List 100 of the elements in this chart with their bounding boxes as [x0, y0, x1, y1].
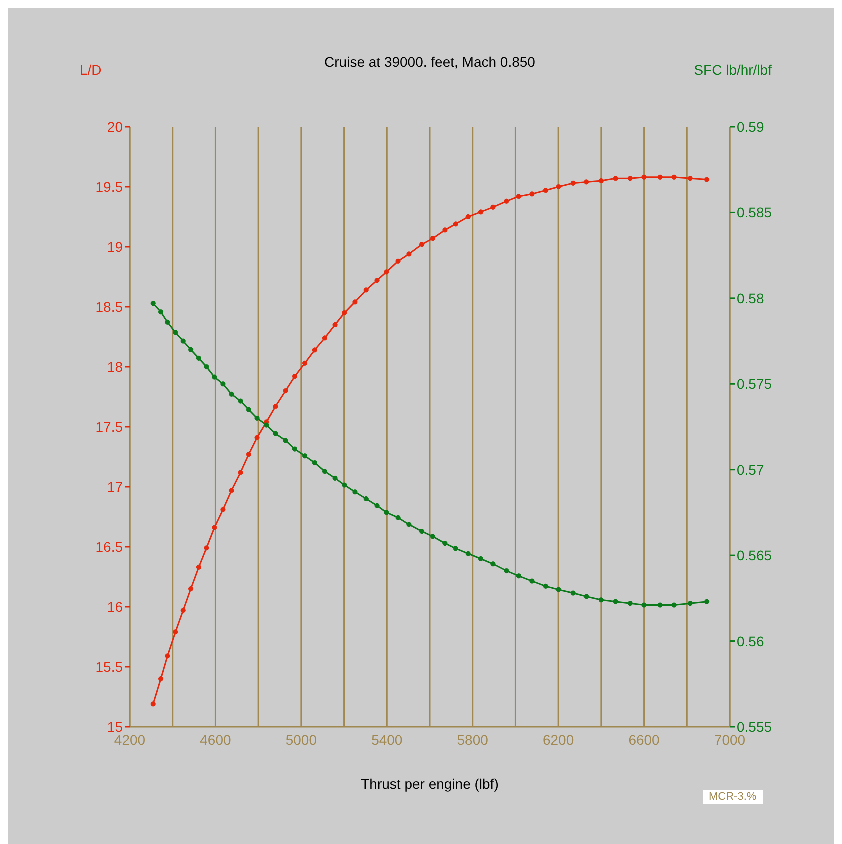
point	[150, 702, 156, 707]
y2-tick-label: 0.585	[737, 204, 772, 221]
point	[642, 174, 647, 180]
y2-axis-title: SFC lb/hr/lbf	[694, 62, 772, 78]
point	[204, 364, 210, 370]
point	[406, 252, 412, 257]
point	[238, 470, 244, 476]
y-axis-title: L/D	[80, 62, 102, 78]
point	[254, 435, 260, 440]
y-tick-label: 20	[107, 118, 124, 135]
point	[530, 192, 535, 197]
x-tick-label: 5000	[286, 732, 318, 748]
point	[688, 601, 693, 606]
point	[173, 630, 178, 635]
y-tick-label: 18	[107, 358, 124, 375]
point	[658, 174, 663, 180]
point	[704, 177, 710, 182]
point	[688, 176, 693, 182]
point	[283, 388, 288, 394]
point	[530, 578, 535, 584]
point	[374, 503, 380, 508]
point	[556, 184, 562, 190]
y2-tick-label: 0.59	[737, 118, 764, 135]
point	[490, 562, 496, 567]
chart-title: Cruise at 39000. feet, Mach 0.850	[324, 54, 536, 70]
point	[246, 452, 252, 458]
point	[283, 438, 288, 444]
point	[384, 510, 390, 516]
point	[556, 587, 562, 592]
point	[504, 198, 510, 204]
point	[384, 270, 390, 275]
y2-tick-label: 0.57	[737, 462, 764, 478]
point	[442, 541, 448, 546]
point	[430, 236, 436, 242]
point	[322, 336, 328, 341]
point	[302, 454, 308, 459]
point	[453, 222, 458, 227]
y2-tick-label: 0.565	[737, 548, 772, 564]
point	[396, 515, 401, 520]
point	[254, 416, 260, 421]
point	[420, 529, 425, 534]
point	[246, 407, 252, 412]
y-tick-label: 19.5	[96, 178, 124, 195]
point	[406, 522, 412, 528]
y-tick-label: 17	[107, 478, 124, 495]
point	[466, 551, 471, 556]
point	[442, 228, 448, 233]
point	[352, 490, 358, 495]
point	[420, 242, 425, 248]
point	[478, 556, 484, 562]
point	[364, 288, 369, 293]
point	[312, 460, 318, 466]
point	[150, 301, 156, 306]
x-tick-label: 6600	[628, 732, 660, 748]
x-tick-label: 4600	[200, 732, 232, 748]
point	[292, 446, 298, 452]
point	[332, 476, 338, 481]
point	[322, 469, 328, 474]
point	[173, 330, 178, 336]
y-tick-label: 16	[107, 598, 124, 615]
point	[196, 564, 202, 570]
point	[490, 204, 496, 210]
point	[516, 574, 522, 579]
point	[396, 258, 401, 264]
point	[613, 599, 618, 604]
point	[374, 278, 380, 284]
point	[364, 496, 369, 502]
point	[312, 348, 318, 353]
point	[352, 300, 358, 305]
point	[613, 176, 618, 182]
point	[165, 654, 170, 659]
point	[238, 398, 244, 404]
point	[180, 608, 186, 614]
point	[332, 322, 338, 328]
point	[188, 586, 194, 592]
point	[570, 590, 576, 596]
point	[292, 374, 298, 380]
x-tick-label: 5800	[457, 732, 489, 748]
point	[704, 599, 710, 604]
point	[672, 602, 677, 608]
point	[264, 422, 270, 428]
y2-tick-label: 0.58	[737, 290, 764, 306]
point	[342, 310, 348, 316]
point	[598, 598, 604, 603]
point	[273, 404, 278, 410]
point	[165, 320, 170, 325]
point	[212, 525, 218, 530]
y2-tick-label: 0.575	[737, 376, 772, 392]
point	[158, 310, 164, 315]
x-axis-title: Thrust per engine (lbf)	[361, 776, 499, 792]
point	[658, 602, 663, 608]
y-tick-label: 19	[107, 238, 124, 255]
x-tick-label: 6200	[542, 732, 574, 748]
point	[584, 594, 590, 600]
x-tick-label: 5400	[372, 732, 403, 748]
point	[273, 431, 278, 436]
text: MCR-3.%	[709, 791, 757, 803]
point	[430, 534, 436, 540]
point	[188, 347, 194, 352]
y2-tick-label: 0.56	[737, 633, 764, 650]
